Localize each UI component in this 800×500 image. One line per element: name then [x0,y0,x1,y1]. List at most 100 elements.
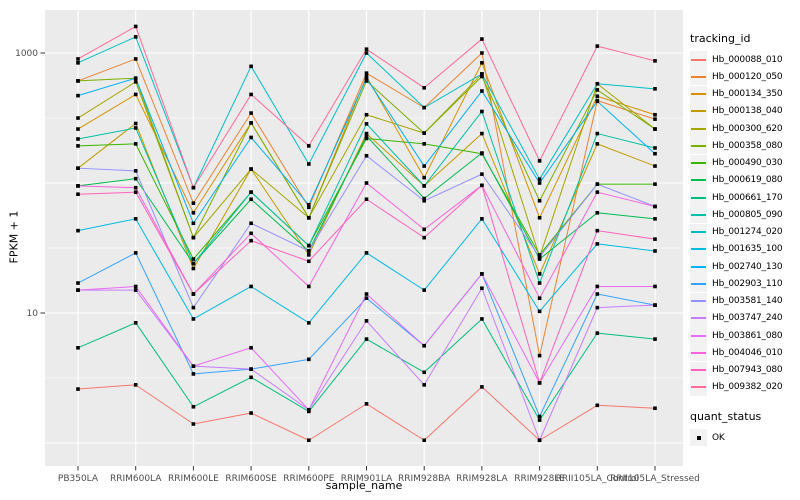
legend-key-box [690,240,707,258]
data-point [653,182,657,186]
legend-key-box [690,102,707,120]
legend-key-box [690,344,707,362]
data-point [307,205,311,210]
legend-title-quant-status: quant_status [690,410,762,423]
x-tick-label: PB350LA [58,474,99,484]
legend-key-box [690,292,707,310]
data-point [653,87,657,91]
data-point [595,284,600,289]
data-point [133,190,138,194]
data-point [480,172,484,176]
legend-entry-Hb_000120_050: Hb_000120_050 [690,68,798,86]
data-point [537,438,542,443]
legend-entry-label: Hb_003581_140 [712,296,783,307]
data-point [480,217,484,221]
legend-entry-label: Hb_000661_170 [712,192,783,203]
data-point [364,79,369,83]
legend-key-line-icon [691,386,706,389]
data-point [191,404,196,409]
data-point [422,184,426,188]
data-point [249,345,253,350]
data-point [537,353,542,358]
data-point [364,292,369,296]
legend-key-line-icon [691,127,706,130]
data-point [364,197,369,202]
data-point [307,243,311,248]
legend-entry-ok: OK [690,429,798,447]
data-point [364,71,369,75]
legend-entry-Hb_000134_350: Hb_000134_350 [690,85,798,103]
legend-key-box [690,327,707,345]
data-point [76,57,80,61]
data-point [191,305,196,310]
data-point [133,383,138,387]
legend-entry-Hb_000619_080: Hb_000619_080 [690,171,798,189]
legend-key-line-icon [691,300,706,303]
data-point [422,105,426,110]
x-tick-label: RRII105LA_Control [556,474,639,484]
data-point [133,284,138,289]
legend-entry-Hb_000490_030: Hb_000490_030 [690,154,798,172]
x-axis-title: sample_name [325,479,403,492]
data-point [249,284,253,289]
data-point [364,319,369,323]
data-point [480,272,484,276]
x-tick-label: RRIM928LA [456,474,508,484]
x-tick-label: RRIM600LA [110,474,162,484]
data-point [595,190,600,194]
data-point [249,111,253,115]
data-point [653,59,657,63]
data-point [537,281,542,285]
data-point [133,169,138,173]
legend-entry-Hb_003861_080: Hb_003861_080 [690,327,798,345]
legend-key-box [690,85,707,103]
legend-entry-Hb_000358_080: Hb_000358_080 [690,137,798,155]
data-point [537,309,542,314]
data-point [133,251,138,255]
legend-key-box [690,361,707,379]
data-point [191,266,196,271]
legend-key-box [690,51,707,69]
legend-key-line-icon [691,248,706,251]
legend-key-box [690,189,707,207]
legend-entry-label: Hb_000120_050 [712,71,783,82]
data-point [595,88,600,92]
data-point [480,151,484,155]
legend-key-line-icon [691,369,706,372]
legend: tracking_id Hb_000088_010 Hb_000120_050 Hb… [690,32,798,447]
legend-key-box [690,429,707,447]
data-point [76,184,80,188]
data-point [480,385,484,389]
legend-key-box [690,275,707,293]
data-point [249,231,253,236]
legend-entry-Hb_007943_080: Hb_007943_080 [690,361,798,379]
legend-entry-label: OK [712,432,725,443]
data-point [595,44,600,48]
data-point [422,142,426,146]
y-axis-title: FPKM + 1 [7,210,21,264]
data-point [422,164,426,168]
x-tick-label: RRIM928BA [398,474,451,484]
data-point [595,142,600,146]
data-point [191,422,196,426]
data-point [653,117,657,121]
data-point [364,131,369,136]
data-point [307,202,311,207]
legend-key-box [690,120,707,138]
legend-entry-label: Hb_000619_080 [712,175,783,186]
data-point [653,249,657,253]
data-point [133,288,138,292]
legend-key-line-icon [691,213,706,216]
legend-key-line-icon [691,58,706,61]
point-square-icon [696,435,701,440]
y-tick-label: 10 [27,309,39,319]
data-point [76,61,80,65]
data-point [191,221,196,226]
legend-title-tracking-id: tracking_id [690,32,751,45]
data-point [307,438,311,443]
legend-entry-label: Hb_003747_240 [712,313,783,324]
legend-quant-status: quant_status OK [690,410,798,447]
x-tick-label: RRIM901LA [341,474,393,484]
data-point [191,257,196,261]
